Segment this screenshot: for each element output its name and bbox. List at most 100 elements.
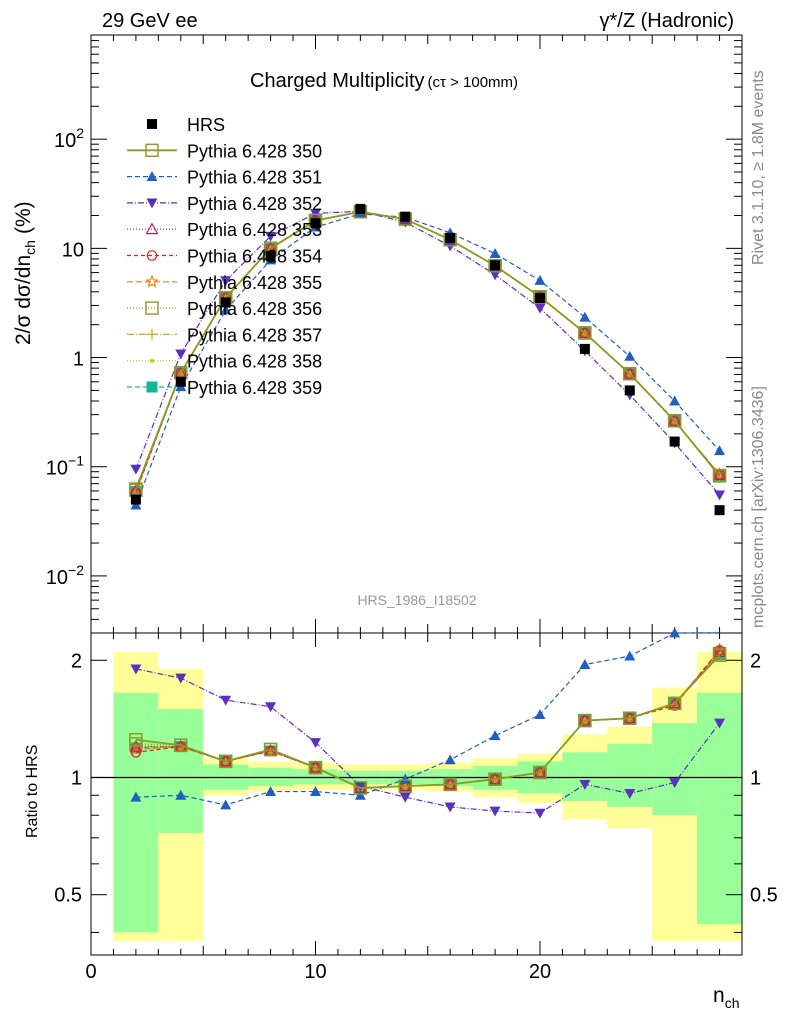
chart-title-note: (cτ > 100mm) xyxy=(428,74,519,91)
series-line xyxy=(135,210,721,496)
ratio-series-marker xyxy=(129,733,143,747)
ratio-band-green xyxy=(158,708,204,834)
legend-label: Pythia 6.428 357 xyxy=(187,325,322,345)
ratio-series-line xyxy=(135,668,721,814)
ratio-series-marker xyxy=(265,702,277,713)
series-marker xyxy=(623,367,637,381)
x-tick-label: 20 xyxy=(529,961,551,983)
data-point xyxy=(669,436,680,447)
legend-label-data: HRS xyxy=(187,115,225,135)
ratio-tick-label-right: 1 xyxy=(750,767,761,789)
header-right: γ*/Z (Hadronic) xyxy=(600,10,734,32)
ratio-series-marker xyxy=(265,786,277,796)
series-marker xyxy=(220,304,232,315)
chart-title: Charged Multiplicity (cτ > 100mm) xyxy=(250,70,518,92)
ratio-series-marker xyxy=(354,781,366,792)
data-point xyxy=(130,494,141,505)
ratio-series-layer xyxy=(129,627,727,819)
series-marker xyxy=(624,350,636,361)
data-point xyxy=(490,260,501,271)
series-marker xyxy=(534,303,546,314)
y-tick-label: 10 xyxy=(62,239,84,261)
ratio-series-marker xyxy=(533,765,547,780)
ratio-series-marker xyxy=(714,718,726,729)
y-axis-title-sub: ch xyxy=(22,240,38,255)
data-point xyxy=(445,232,456,243)
ratio-band-green xyxy=(562,752,608,802)
header-left: 29 GeV ee xyxy=(102,10,198,32)
ratio-series-marker xyxy=(489,806,501,817)
series-marker xyxy=(130,464,142,475)
legend-label: Pythia 6.428 350 xyxy=(187,141,322,161)
ratio-series-marker xyxy=(174,738,188,752)
ratio-series-marker xyxy=(309,786,321,796)
y-tick-label: 102 xyxy=(54,125,84,152)
ratio-series-marker xyxy=(534,709,546,720)
data-point xyxy=(310,218,321,229)
ratio-series-marker xyxy=(220,799,232,810)
legend-marker xyxy=(150,358,154,363)
ratio-series-marker xyxy=(398,779,412,793)
ratio-series-line xyxy=(135,632,720,806)
legend-label: Pythia 6.428 353 xyxy=(187,220,322,240)
ratio-series-marker xyxy=(534,808,546,819)
ratio-series-marker xyxy=(218,754,233,769)
series-marker xyxy=(578,326,592,338)
data-point xyxy=(265,251,276,262)
data-point xyxy=(624,385,635,396)
series-marker xyxy=(489,248,501,258)
series-marker xyxy=(579,311,591,322)
series-marker xyxy=(623,367,637,379)
legend-marker xyxy=(146,250,158,261)
ratio-band-green xyxy=(652,723,698,816)
ratio-series-marker xyxy=(353,781,368,795)
ratio-series-marker xyxy=(309,738,321,748)
chart-title-main: Charged Multiplicity xyxy=(250,70,425,92)
ratio-series-marker xyxy=(220,695,232,706)
ratio-series-marker xyxy=(444,802,456,813)
ratio-tick-label-left: 2 xyxy=(71,650,82,672)
series-marker xyxy=(175,349,187,360)
analysis-watermark: HRS_1986_I18502 xyxy=(357,592,476,608)
main-series-layer xyxy=(129,203,727,516)
series-marker xyxy=(669,416,680,427)
series-marker xyxy=(489,270,501,281)
series-marker xyxy=(668,414,682,426)
ratio-tick-label-right: 2 xyxy=(750,650,761,672)
ratio-series-marker xyxy=(175,789,187,800)
legend-marker xyxy=(146,328,158,340)
series-marker xyxy=(714,445,726,456)
side-label-mcplots: mcplots.cern.ch [arXiv:1306.3436] xyxy=(750,386,767,628)
ratio-series-marker xyxy=(130,791,142,802)
ratio-series-marker xyxy=(399,792,411,803)
data-point xyxy=(534,293,545,304)
ratio-series-marker xyxy=(130,664,142,675)
legend-label: Pythia 6.428 355 xyxy=(187,273,322,293)
ratio-series-marker xyxy=(533,765,547,778)
data-point xyxy=(579,343,590,354)
legend-marker xyxy=(146,381,158,393)
ratio-series-marker xyxy=(443,777,457,792)
ratio-tick-label-left: 1 xyxy=(71,767,82,789)
ratio-band-green xyxy=(113,692,159,933)
data-point xyxy=(220,297,231,308)
ratio-tick-labels: 0.5 0.5 1 1 2 2 xyxy=(54,650,778,906)
y-axis-title-main: 2/σ dσ/dn xyxy=(12,255,35,345)
ratio-series-marker xyxy=(668,696,682,709)
series-marker xyxy=(713,468,727,480)
series-marker xyxy=(712,469,727,483)
ratio-series-marker xyxy=(578,713,592,728)
ratio-series-marker xyxy=(263,742,278,757)
ratio-series-marker xyxy=(624,789,636,799)
ratio-series-marker xyxy=(579,659,591,669)
series-marker xyxy=(444,241,456,252)
legend-label: Pythia 6.428 354 xyxy=(187,247,322,267)
series-line xyxy=(135,210,721,490)
ratio-series-line xyxy=(135,654,721,789)
ratio-plot-frame xyxy=(90,632,743,956)
ratio-band-green xyxy=(697,692,742,925)
ratio-series-marker xyxy=(354,789,366,800)
legend-marker xyxy=(145,143,159,158)
x-tick-labels: 0 10 20 xyxy=(85,961,551,983)
series-marker xyxy=(669,395,681,406)
